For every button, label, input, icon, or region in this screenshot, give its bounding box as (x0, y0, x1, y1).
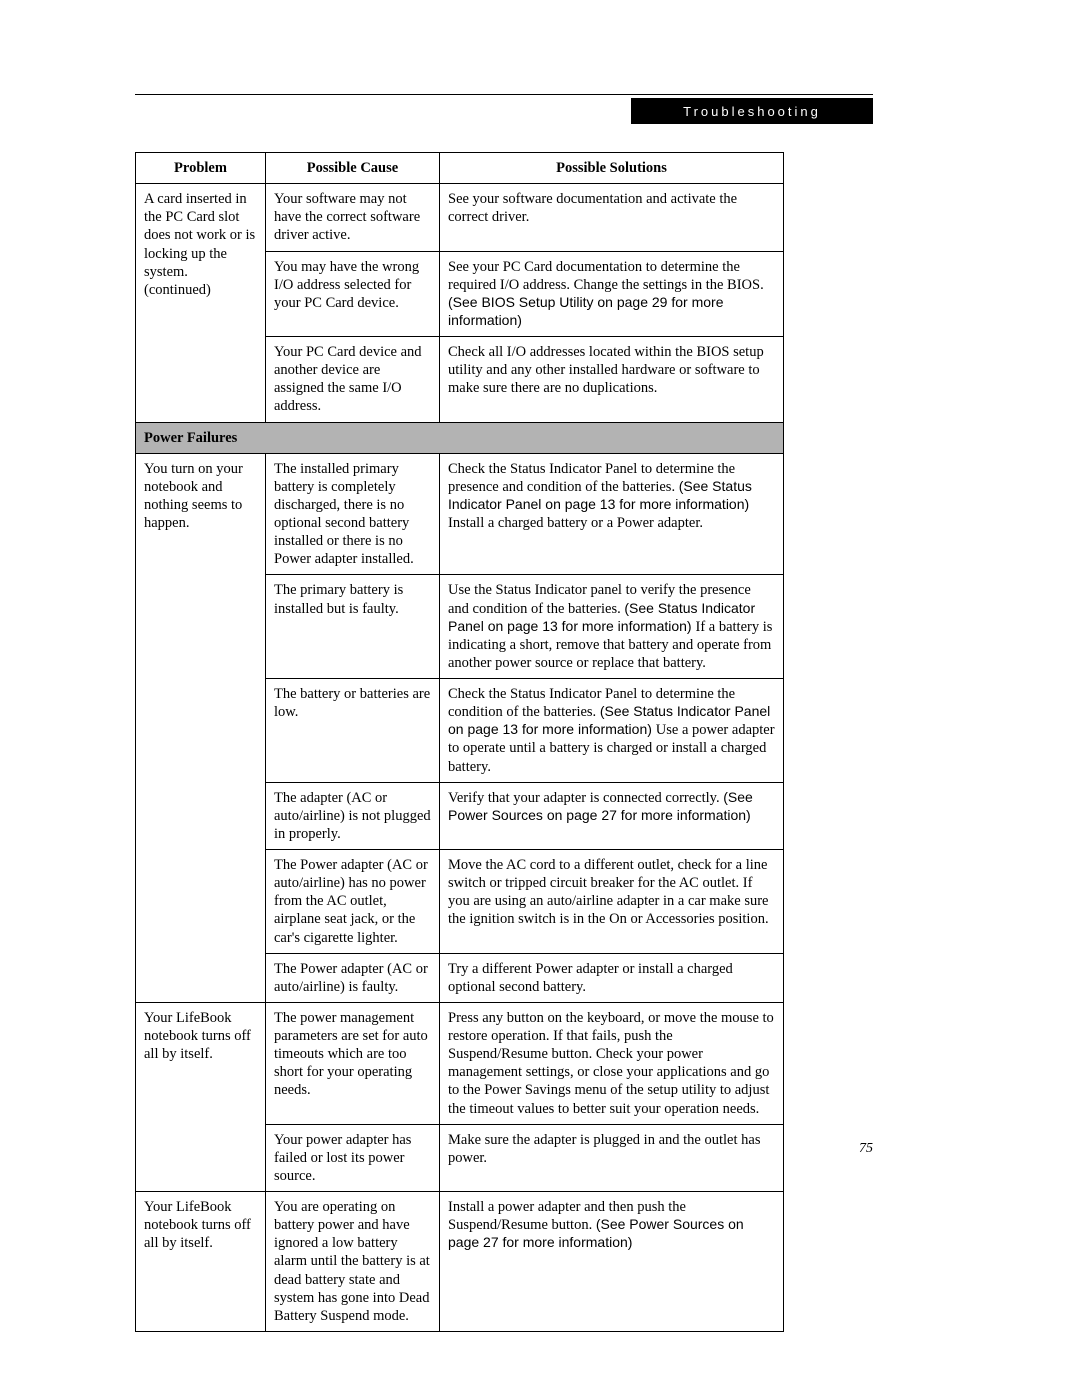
troubleshooting-table: Problem Possible Cause Possible Solution… (135, 152, 784, 1332)
solution-text: See your PC Card documentation to determ… (448, 259, 764, 293)
solution-text: Try a different Power adapter or install… (448, 961, 733, 995)
page-number: 75 (859, 1141, 873, 1157)
page: Troubleshooting Problem Possible Cause P… (0, 0, 1080, 1397)
table-row: Your LifeBook notebook turns off all by … (136, 1002, 784, 1124)
cell-solution: Install a power adapter and then push th… (440, 1192, 784, 1332)
cell-solution: Move the AC cord to a different outlet, … (440, 850, 784, 954)
cell-solution: Check all I/O addresses located within t… (440, 337, 784, 423)
solution-text: Move the AC cord to a different outlet, … (448, 857, 769, 927)
cell-solution: Check the Status Indicator Panel to dete… (440, 453, 784, 575)
col-header-cause: Possible Cause (266, 153, 440, 184)
col-header-problem: Problem (136, 153, 266, 184)
cell-cause: Your power adapter has failed or lost it… (266, 1124, 440, 1191)
cell-cause: The adapter (AC or auto/airline) is not … (266, 782, 440, 849)
section-row: Power Failures (136, 422, 784, 453)
cell-cause: The primary battery is installed but is … (266, 575, 440, 679)
table-body: A card inserted in the PC Card slot does… (136, 184, 784, 1332)
section-label: Power Failures (136, 422, 784, 453)
top-rule (135, 94, 873, 95)
cell-cause: The installed primary battery is complet… (266, 453, 440, 575)
cell-problem: A card inserted in the PC Card slot does… (136, 184, 266, 422)
cell-solution: Verify that your adapter is connected co… (440, 782, 784, 849)
troubleshooting-table-wrap: Problem Possible Cause Possible Solution… (135, 152, 783, 1332)
cell-solution: Make sure the adapter is plugged in and … (440, 1124, 784, 1191)
table-row: A card inserted in the PC Card slot does… (136, 184, 784, 251)
table-row: You turn on your notebook and nothing se… (136, 453, 784, 575)
solution-text: Press any button on the keyboard, or mov… (448, 1010, 774, 1117)
cell-cause: The battery or batteries are low. (266, 679, 440, 783)
solution-xref: (See BIOS Setup Utility on page 29 for m… (448, 294, 723, 328)
cell-solution: Check the Status Indicator Panel to dete… (440, 679, 784, 783)
solution-text: Verify that your adapter is connected co… (448, 790, 723, 806)
cell-cause: The Power adapter (AC or auto/airline) h… (266, 850, 440, 954)
section-header: Troubleshooting (631, 98, 873, 124)
solution-text: Check all I/O addresses located within t… (448, 344, 764, 396)
solution-text: See your software documentation and acti… (448, 191, 737, 225)
cell-solution: See your software documentation and acti… (440, 184, 784, 251)
cell-solution: See your PC Card documentation to determ… (440, 251, 784, 337)
solution-text: Install a charged battery or a Power ada… (448, 515, 703, 531)
cell-cause: The Power adapter (AC or auto/airline) i… (266, 953, 440, 1002)
table-row: Your LifeBook notebook turns off all by … (136, 1192, 784, 1332)
solution-text: Make sure the adapter is plugged in and … (448, 1132, 760, 1166)
cell-cause: You are operating on battery power and h… (266, 1192, 440, 1332)
cell-problem: Your LifeBook notebook turns off all by … (136, 1002, 266, 1191)
cell-problem: You turn on your notebook and nothing se… (136, 453, 266, 1002)
cell-solution: Press any button on the keyboard, or mov… (440, 1002, 784, 1124)
cell-cause: The power management parameters are set … (266, 1002, 440, 1124)
col-header-solution: Possible Solutions (440, 153, 784, 184)
section-header-label: Troubleshooting (683, 104, 821, 119)
cell-cause: You may have the wrong I/O address selec… (266, 251, 440, 337)
cell-problem: Your LifeBook notebook turns off all by … (136, 1192, 266, 1332)
cell-cause: Your PC Card device and another device a… (266, 337, 440, 423)
table-head: Problem Possible Cause Possible Solution… (136, 153, 784, 184)
cell-solution: Use the Status Indicator panel to verify… (440, 575, 784, 679)
cell-solution: Try a different Power adapter or install… (440, 953, 784, 1002)
cell-cause: Your software may not have the correct s… (266, 184, 440, 251)
